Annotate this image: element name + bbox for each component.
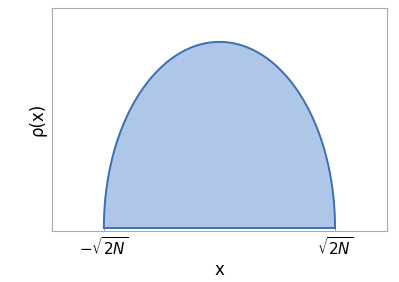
Y-axis label: ρ(x): ρ(x) (28, 103, 46, 136)
Polygon shape (104, 42, 335, 228)
X-axis label: x: x (215, 261, 224, 279)
